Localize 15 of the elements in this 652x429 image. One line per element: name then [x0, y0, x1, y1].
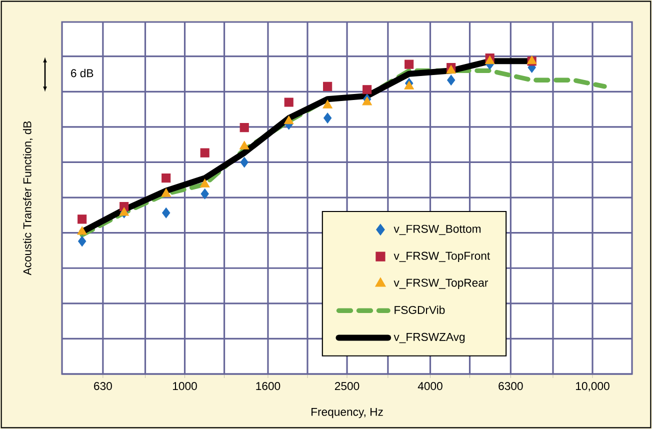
- legend-label: v_FRSW_TopRear: [394, 278, 488, 289]
- legend-label: v_FRSW_Bottom: [394, 224, 481, 236]
- annotation: 6 dB: [71, 68, 94, 78]
- x-tick-label: 2500: [334, 382, 360, 390]
- y-axis-title: Acoustic Transfer Function, dB: [22, 121, 33, 276]
- x-tick-label: 6300: [498, 382, 523, 390]
- x-tick-label: 4000: [418, 382, 442, 390]
- legend-label: v_FRSWZAvg: [394, 332, 465, 344]
- x-tick-label: 1600: [256, 382, 280, 390]
- legend-label: v_FRSW_TopFront: [394, 252, 490, 262]
- legend-label: FSGDrVib: [394, 306, 445, 314]
- x-tick-label: 630: [94, 382, 112, 390]
- x-tick-label: 1000: [173, 382, 197, 390]
- x-axis-title: Frequency, Hz: [312, 408, 383, 418]
- x-tick-label: 10,000: [576, 382, 610, 392]
